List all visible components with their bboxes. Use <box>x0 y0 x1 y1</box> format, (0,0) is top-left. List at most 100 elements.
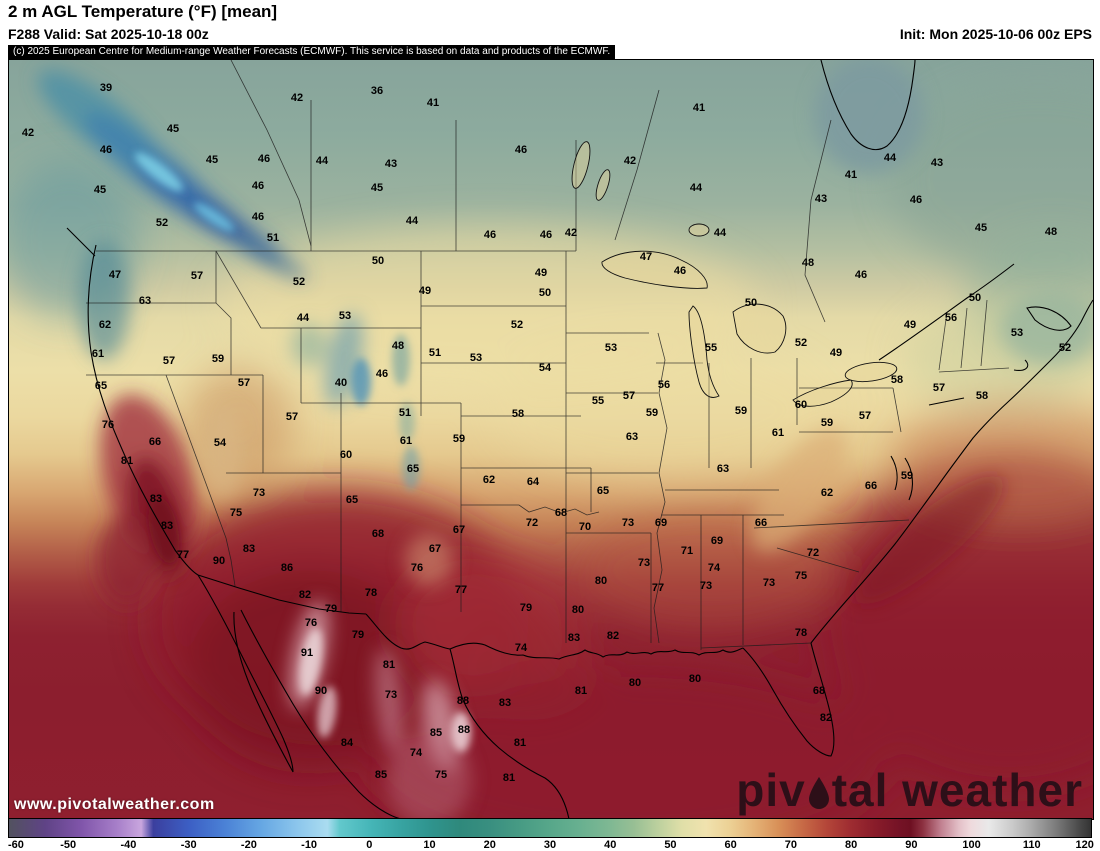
temp-label: 68 <box>812 685 826 697</box>
temp-label: 48 <box>801 257 815 269</box>
temp-label: 79 <box>519 602 533 614</box>
temp-label: 80 <box>594 575 608 587</box>
temp-label: 81 <box>382 659 396 671</box>
droplet-icon <box>808 777 829 809</box>
temp-label: 42 <box>564 227 578 239</box>
temp-label: 81 <box>513 737 527 749</box>
temp-label: 56 <box>944 312 958 324</box>
temp-label: 65 <box>406 463 420 475</box>
temperature-labels-layer: 39 42 36 41 41 42 45 46 45 46 44 43 46 42 44 43 45 46 45 44… <box>9 60 1093 819</box>
map-canvas[interactable]: 39 42 36 41 41 42 45 46 45 46 44 43 46 42 44 43 45 46 45 44… <box>8 59 1094 820</box>
temp-label: 65 <box>596 485 610 497</box>
temp-label: 68 <box>554 507 568 519</box>
temp-label: 51 <box>266 232 280 244</box>
temp-label: 43 <box>930 157 944 169</box>
colorbar-tick-label: -20 <box>240 839 257 851</box>
temp-label: 55 <box>704 342 718 354</box>
temp-label: 57 <box>162 355 176 367</box>
temp-label: 73 <box>762 577 776 589</box>
colorbar-tick-label: 10 <box>423 839 436 851</box>
temp-label: 84 <box>340 737 354 749</box>
temp-label: 65 <box>94 380 108 392</box>
temp-label: 42 <box>290 92 304 104</box>
temp-label: 56 <box>657 379 671 391</box>
great-lakes <box>571 141 898 407</box>
temp-label: 73 <box>252 487 266 499</box>
temp-label: 66 <box>864 480 878 492</box>
colorbar-tick-label: -10 <box>301 839 318 851</box>
temp-label: 42 <box>21 127 35 139</box>
temp-label: 50 <box>371 255 385 267</box>
temp-label: 75 <box>794 570 808 582</box>
temp-label: 76 <box>304 617 318 629</box>
temp-label: 44 <box>883 152 897 164</box>
colorbar-tick-label: 40 <box>604 839 617 851</box>
temp-label: 62 <box>820 487 834 499</box>
temp-label: 52 <box>510 319 524 331</box>
temp-label: 68 <box>371 528 385 540</box>
colorbar-tick-label: 100 <box>962 839 981 851</box>
temp-label: 41 <box>426 97 440 109</box>
temp-label: 45 <box>166 123 180 135</box>
colorbar-tick-label: 50 <box>664 839 677 851</box>
colorbar-tick-label: -30 <box>180 839 197 851</box>
temp-label: 83 <box>160 520 174 532</box>
temperature-colorbar <box>8 818 1092 838</box>
temp-label: 57 <box>858 410 872 422</box>
temp-label: 43 <box>814 193 828 205</box>
temp-label: 59 <box>645 407 659 419</box>
temp-label: 45 <box>974 222 988 234</box>
temp-label: 58 <box>890 374 904 386</box>
colorbar-tick-label: 20 <box>483 839 496 851</box>
temp-label: 59 <box>452 433 466 445</box>
temp-label: 46 <box>257 153 271 165</box>
copyright-bar: (c) 2025 European Centre for Medium-rang… <box>8 45 616 59</box>
temp-label: 73 <box>621 517 635 529</box>
temp-label: 61 <box>91 348 105 360</box>
temp-label: 44 <box>296 312 310 324</box>
temp-label: 78 <box>364 587 378 599</box>
temp-label: 66 <box>148 436 162 448</box>
temp-label: 70 <box>578 521 592 533</box>
temp-label: 63 <box>625 431 639 443</box>
temp-label: 76 <box>101 419 115 431</box>
temp-label: 41 <box>692 102 706 114</box>
temp-label: 66 <box>754 517 768 529</box>
temp-label: 47 <box>108 269 122 281</box>
temp-label: 45 <box>93 184 107 196</box>
temp-label: 78 <box>794 627 808 639</box>
temp-label: 46 <box>854 269 868 281</box>
temp-label: 47 <box>639 251 653 263</box>
temp-label: 46 <box>99 144 113 156</box>
page-title: 2 m AGL Temperature (°F) [mean] <box>8 2 278 21</box>
temp-label: 46 <box>483 229 497 241</box>
temp-label: 46 <box>251 180 265 192</box>
temp-label: 48 <box>391 340 405 352</box>
temp-label: 73 <box>637 557 651 569</box>
temp-label: 42 <box>623 155 637 167</box>
temp-label: 49 <box>418 285 432 297</box>
temp-label: 72 <box>525 517 539 529</box>
temp-label: 45 <box>205 154 219 166</box>
colorbar-tick-label: 70 <box>784 839 797 851</box>
temp-label: 83 <box>242 543 256 555</box>
temp-label: 82 <box>298 589 312 601</box>
temp-label: 54 <box>538 362 552 374</box>
temp-label: 90 <box>314 685 328 697</box>
brand-logo: piv tal weather <box>736 767 1083 813</box>
colorbar-tick-label: 60 <box>724 839 737 851</box>
temp-label: 50 <box>744 297 758 309</box>
temp-label: 61 <box>399 435 413 447</box>
temp-label: 36 <box>370 85 384 97</box>
temp-label: 58 <box>511 408 525 420</box>
colorbar-tick-label: 80 <box>844 839 858 851</box>
temp-label: 76 <box>410 562 424 574</box>
temp-label: 82 <box>606 630 620 642</box>
temp-label: 86 <box>280 562 294 574</box>
temp-label: 46 <box>909 194 923 206</box>
coastlines <box>66 60 1093 819</box>
forecast-valid-text: F288 Valid: Sat 2025-10-18 00z <box>8 26 209 42</box>
temp-label: 77 <box>651 582 665 594</box>
temp-label: 57 <box>285 411 299 423</box>
temp-label: 57 <box>237 377 251 389</box>
